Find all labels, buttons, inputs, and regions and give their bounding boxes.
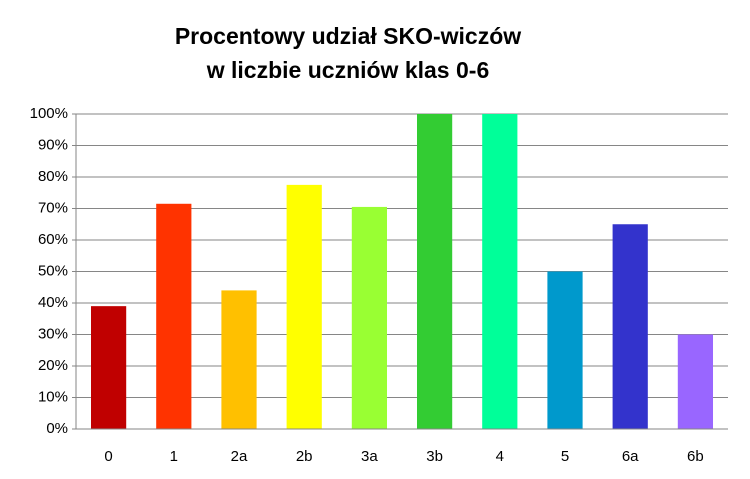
bar xyxy=(547,271,583,429)
chart-title: w liczbie uczniów klas 0-6 xyxy=(206,57,489,83)
y-tick-label: 80% xyxy=(38,168,68,185)
y-tick-label: 0% xyxy=(46,420,68,437)
bar xyxy=(612,224,648,429)
y-tick-label: 60% xyxy=(38,231,68,248)
y-tick-label: 70% xyxy=(38,199,68,216)
chart-title: Procentowy udział SKO-wiczów xyxy=(175,23,521,49)
y-tick-label: 20% xyxy=(38,357,68,374)
y-tick-label: 100% xyxy=(30,105,68,122)
x-tick-label: 0 xyxy=(104,448,112,465)
x-tick-label: 5 xyxy=(561,448,569,465)
bar xyxy=(90,306,127,429)
bar xyxy=(677,334,714,429)
x-tick-label: 4 xyxy=(496,448,504,465)
bar xyxy=(351,206,388,429)
x-tick-label: 1 xyxy=(170,448,178,465)
bar xyxy=(156,203,192,429)
x-tick-label: 6b xyxy=(687,448,704,465)
bar xyxy=(286,184,322,429)
y-tick-label: 30% xyxy=(38,325,68,342)
y-tick-label: 40% xyxy=(38,294,68,311)
bar xyxy=(416,114,453,429)
x-tick-label: 3b xyxy=(426,448,443,465)
y-tick-label: 90% xyxy=(38,136,68,153)
bar xyxy=(221,290,257,429)
x-tick-label: 2a xyxy=(231,448,248,465)
x-tick-label: 6a xyxy=(622,448,639,465)
x-tick-label: 3a xyxy=(361,448,378,465)
x-tick-label: 2b xyxy=(296,448,313,465)
y-tick-label: 50% xyxy=(38,262,68,279)
bar xyxy=(482,114,518,429)
y-tick-label: 10% xyxy=(38,388,68,405)
